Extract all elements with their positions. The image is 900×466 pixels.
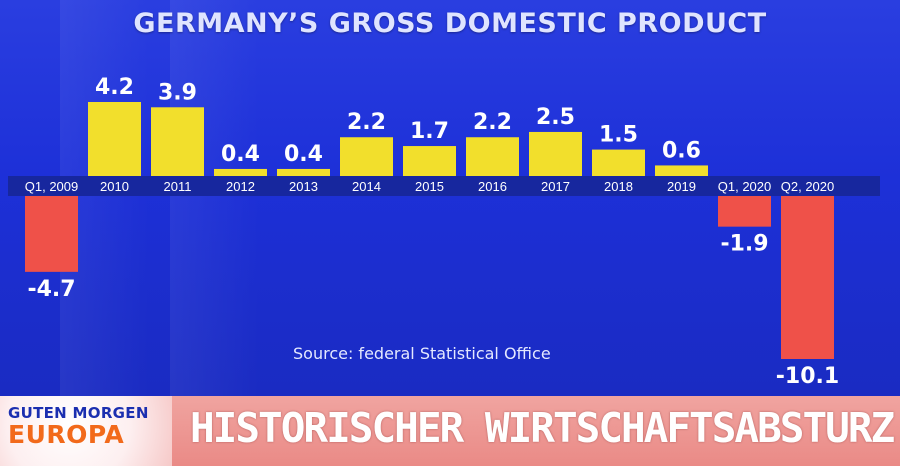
data-label: 2.2 <box>473 110 512 135</box>
program-logo: GUTEN MORGEN EUROPA <box>0 396 172 466</box>
bar <box>25 196 78 272</box>
x-tick-label: Q1, 2009 <box>25 179 79 194</box>
x-tick-label: Q2, 2020 <box>781 179 835 194</box>
x-tick-label: 2019 <box>667 179 696 194</box>
x-tick-label: 2013 <box>289 179 318 194</box>
bar <box>340 137 393 176</box>
news-banner: GUTEN MORGEN EUROPA HISTORISCHER WIRTSCH… <box>0 396 900 466</box>
headline-text: HISTORISCHER WIRTSCHAFTSABSTURZ <box>190 404 895 452</box>
data-label: -1.9 <box>720 232 768 257</box>
bar <box>214 168 267 176</box>
bar <box>151 107 204 176</box>
x-tick-label: 2017 <box>541 179 570 194</box>
data-label: 0.6 <box>662 138 701 163</box>
x-tick-label: 2018 <box>604 179 633 194</box>
bar <box>88 102 141 176</box>
bar <box>529 131 582 176</box>
x-tick-label: 2014 <box>352 179 381 194</box>
bar <box>655 165 708 176</box>
bar <box>466 137 519 176</box>
x-tick-label: Q1, 2020 <box>718 179 772 194</box>
data-label: -10.1 <box>776 364 839 389</box>
chart-stage: GERMANY’S GROSS DOMESTIC PRODUCT Q1, 200… <box>0 0 900 396</box>
bar <box>781 196 834 359</box>
background-stripe <box>170 0 260 396</box>
data-label: 4.2 <box>95 75 134 100</box>
x-tick-label: 2010 <box>100 179 129 194</box>
logo-line-2: EUROPA <box>8 420 125 449</box>
x-tick-label: 2012 <box>226 179 255 194</box>
axis-band <box>8 176 880 196</box>
bar <box>718 196 771 227</box>
bar <box>592 149 645 176</box>
data-label: 1.5 <box>599 123 638 148</box>
data-label: 2.2 <box>347 110 386 135</box>
bar <box>403 146 456 176</box>
data-label: 1.7 <box>410 119 449 144</box>
data-label: 0.4 <box>284 142 323 167</box>
chart-title: GERMANY’S GROSS DOMESTIC PRODUCT <box>133 8 767 39</box>
x-tick-label: 2011 <box>164 179 192 194</box>
x-tick-label: 2015 <box>415 179 444 194</box>
source-note: Source: federal Statistical Office <box>293 344 551 363</box>
logo-line-1: GUTEN MORGEN <box>8 404 149 422</box>
data-label: 0.4 <box>221 142 260 167</box>
x-tick-label: 2016 <box>478 179 507 194</box>
bar <box>277 168 330 176</box>
data-label: 2.5 <box>536 105 575 130</box>
data-label: 3.9 <box>158 80 197 105</box>
data-label: -4.7 <box>27 277 75 302</box>
gdp-bar-chart: Q1, 2009 -4.7 2010 4.2 2011 3.9 2012 0.4 2013 0.4… <box>8 75 880 389</box>
